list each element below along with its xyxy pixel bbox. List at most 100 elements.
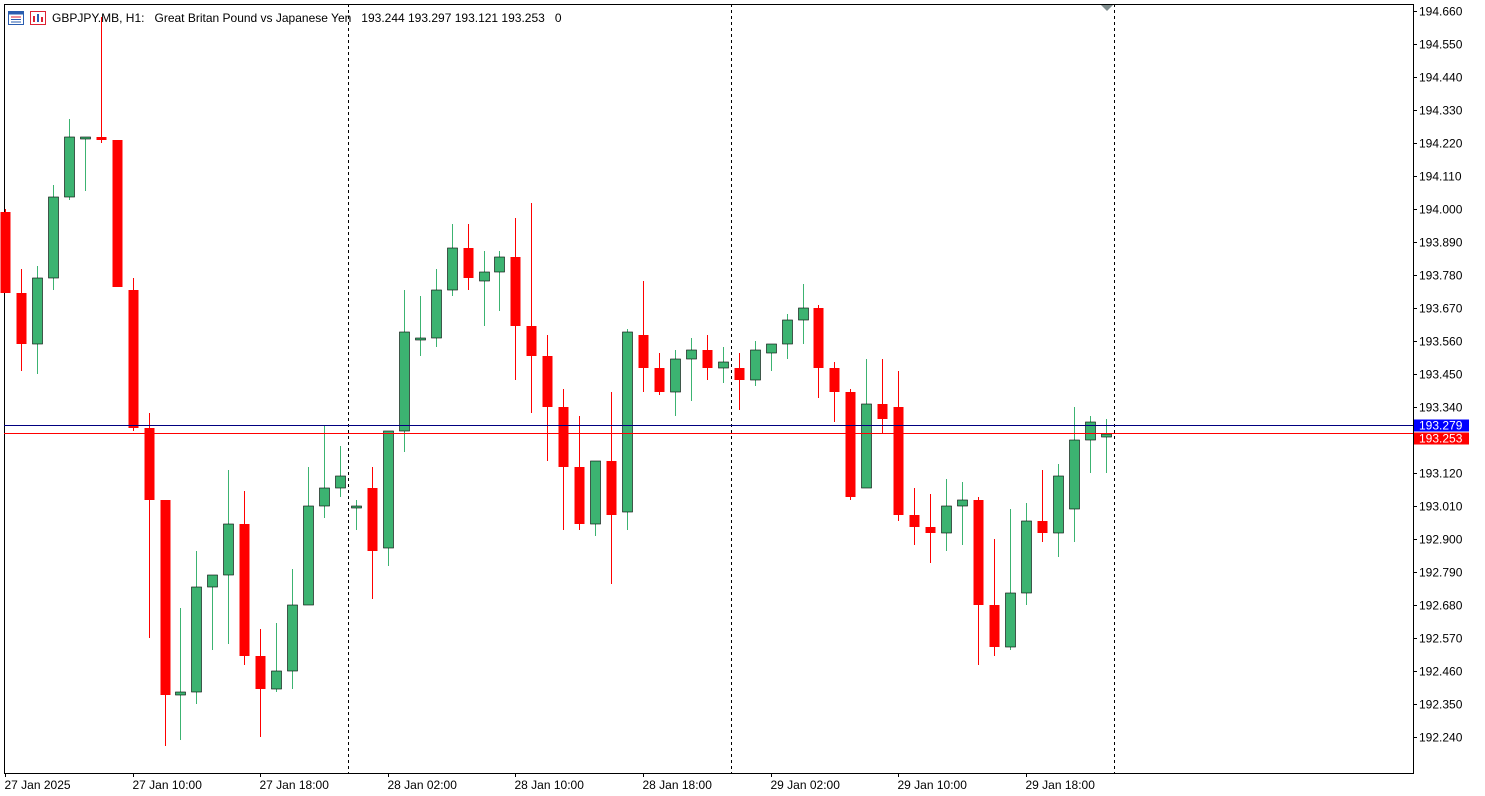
chart-header: GBPJPY.MB, H1: Great Britan Pound vs Jap… (8, 9, 572, 27)
candle-body-bull (798, 307, 809, 321)
candle-body-bear (813, 308, 824, 368)
candle-body-bear (255, 656, 266, 689)
y-tick-label: 194.110 (1419, 170, 1462, 184)
candle-body-bear (128, 290, 139, 428)
y-tick-label: 193.890 (1419, 236, 1463, 250)
bid-price-label-bg (1414, 432, 1469, 445)
candle-body-bear (144, 428, 155, 500)
candle-body-bull (1101, 433, 1112, 438)
candle-body-bear (925, 527, 936, 533)
candle-body-bull (335, 475, 346, 489)
plot-frame (4, 4, 1414, 774)
candle-body-bull (431, 289, 442, 339)
y-tick-label: 194.550 (1419, 38, 1463, 52)
candle-body-bull (957, 499, 968, 507)
y-tick-label: 192.900 (1419, 533, 1463, 547)
candle-body-bull (319, 487, 330, 507)
candle-body-bear (877, 404, 888, 419)
candle-body-bear (542, 356, 553, 407)
candle-body-bull (1053, 475, 1064, 534)
candle-body-bull (415, 337, 426, 341)
candle-body-bull (80, 136, 91, 140)
x-tick-label: 27 Jan 10:00 (133, 778, 203, 792)
candle-body-bear (1037, 521, 1048, 533)
symbol-label: GBPJPY.MB, H1: (52, 11, 145, 25)
candle-body-bull (750, 349, 761, 381)
x-tick-label: 28 Jan 02:00 (388, 778, 458, 792)
ask-price-label-bg (1414, 419, 1469, 432)
candle-body-bear (702, 350, 713, 368)
ask-price-label: 193.279 (1419, 419, 1463, 433)
candle-body-bear (606, 461, 617, 515)
bars-menu-icon[interactable] (30, 11, 46, 25)
candle-body-bull (64, 136, 75, 198)
y-tick-label: 193.560 (1419, 335, 1463, 349)
y-tick-label: 193.450 (1419, 368, 1463, 382)
candle-body-bull (479, 271, 490, 282)
candle-body-bear (893, 407, 904, 515)
candle-body-bear (510, 257, 521, 326)
candle-body-bull (399, 331, 410, 432)
y-tick-label: 193.120 (1419, 467, 1463, 481)
candle-body-bear (526, 326, 537, 356)
candle-body-bull (941, 505, 952, 534)
candle-body-bear (973, 500, 984, 605)
y-tick-label: 194.000 (1419, 203, 1463, 217)
chart-shift-marker[interactable] (1101, 5, 1113, 11)
symbol-description: Great Britan Pound vs Japanese Yen (154, 11, 352, 25)
y-tick-label: 194.440 (1419, 71, 1463, 85)
candle-body-bull (861, 403, 872, 489)
chart-window-icon[interactable] (8, 11, 24, 25)
candle-body-bull (447, 247, 458, 291)
candle-body-bull (383, 430, 394, 549)
candle-body-bear (160, 500, 171, 695)
x-tick-label: 27 Jan 2025 (5, 778, 71, 792)
candle-body-bear (239, 524, 250, 656)
candle-body-bull (303, 505, 314, 606)
candle-body-bear (574, 467, 585, 524)
candle-body-bull (590, 460, 601, 525)
y-tick-label: 192.570 (1419, 632, 1463, 646)
candle-body-bear (734, 368, 745, 380)
y-tick-label: 192.790 (1419, 566, 1463, 580)
x-tick-label: 29 Jan 02:00 (771, 778, 841, 792)
candle-body-bull (351, 505, 362, 509)
candle-body-bear (367, 488, 378, 551)
bid-price-label: 193.253 (1419, 432, 1463, 446)
candle-body-bull (191, 586, 202, 693)
candle-body-bear (845, 392, 856, 497)
ohlc-values: 193.244 193.297 193.121 193.253 (361, 11, 545, 25)
candle-body-bull (48, 196, 59, 279)
candle-body-bull (718, 361, 729, 369)
x-tick-label: 28 Jan 18:00 (643, 778, 713, 792)
candle-body-bull (207, 574, 218, 588)
candle-body-bull (271, 670, 282, 690)
x-tick-label: 27 Jan 18:00 (260, 778, 330, 792)
candle-body-bull (1085, 421, 1096, 441)
candle-body-bear (463, 248, 474, 278)
candle-body-bull (223, 523, 234, 576)
y-tick-label: 193.010 (1419, 500, 1463, 514)
candle-body-bull (766, 343, 777, 354)
y-tick-label: 193.780 (1419, 269, 1463, 283)
candle-body-bear (638, 335, 649, 368)
candle-body-bull (175, 691, 186, 696)
y-tick-label: 194.330 (1419, 104, 1463, 118)
x-tick-label: 29 Jan 10:00 (898, 778, 968, 792)
candle-body-bull (32, 277, 43, 345)
candle-body-bear (16, 293, 27, 344)
y-tick-label: 192.350 (1419, 698, 1463, 712)
candle-body-bull (782, 319, 793, 345)
candle-body-bear (989, 605, 1000, 647)
y-tick-label: 192.680 (1419, 599, 1463, 613)
candle-body-bear (112, 140, 123, 287)
y-tick-label: 194.660 (1419, 5, 1463, 19)
y-tick-label: 194.220 (1419, 137, 1463, 151)
candle-body-bear (96, 137, 107, 140)
candle-body-bull (1069, 439, 1080, 510)
x-tick-label: 29 Jan 18:00 (1026, 778, 1096, 792)
y-tick-label: 192.460 (1419, 665, 1463, 679)
candle-body-bear (558, 407, 569, 467)
